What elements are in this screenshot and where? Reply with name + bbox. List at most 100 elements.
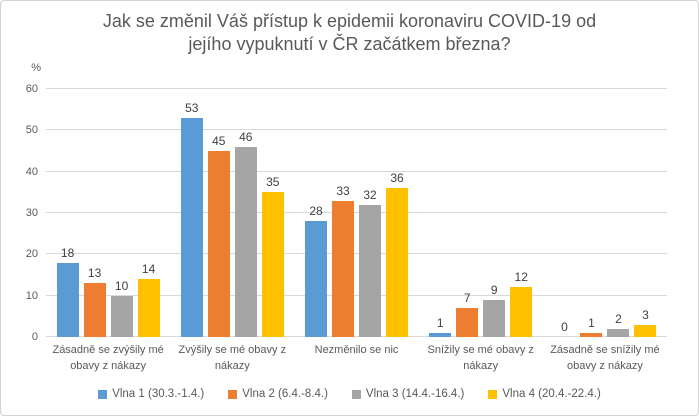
legend-swatch-icon [351,389,361,399]
bar-value-label: 46 [239,129,253,144]
bar [510,287,533,337]
gridline [46,253,667,255]
bar-cell: 2 [607,311,630,337]
bar-value-label: 32 [363,187,377,202]
legend-swatch-icon [488,389,498,399]
bar [305,221,327,337]
bar [429,332,452,337]
gridline [46,129,667,131]
category-label: Snížily se mé obavy z nákazy [427,344,534,372]
category-label: Zásadně se snížily mé obavy z nákazy [550,344,660,372]
bar-value-label: 1 [436,315,444,330]
bar [580,332,603,337]
bar-cell: 0 [553,321,575,337]
bar-value-label: 53 [185,100,199,115]
bar-value-label: 35 [266,175,280,190]
chart-title-line-1: Jak se změnil Váš přístup k epidemii kor… [102,11,597,31]
bar-value-label: 2 [615,311,622,326]
y-tick-label: 10 [25,289,38,302]
bar-cell: 1 [429,315,452,337]
plot-area: 18 13 10 14 53 45 46 35 28 33 32 36 1 7 9 12 0 1 2 3 [46,88,667,337]
legend-item: Vlna 4 (20.4.-22.4.) [488,388,601,400]
y-tick-label: 50 [25,124,38,137]
y-tick-label: 0 [31,331,38,343]
bar-cell: 53 [180,100,203,337]
bar-cell: 1 [580,315,603,337]
bar-value-label: 18 [60,245,75,260]
bar-cell: 45 [207,134,230,337]
bar [607,328,630,337]
bar-group: 53 45 46 35 [170,89,294,337]
bar [110,295,133,337]
gridline [46,212,667,213]
bar [386,188,408,337]
bar [634,324,657,337]
bar-value-label: 36 [390,171,404,186]
bar-value-label: 1 [588,315,595,330]
y-tick-label: 30 [25,207,38,219]
category-label: Zvýšily se mé obavy z nákazy [178,344,287,372]
legend: Vlna 1 (30.3.-1.4.) Vlna 2 (6.4.-8.4.) Vln… [1,388,698,400]
bar [207,151,230,337]
y-axis-tick-labels: 0 10 20 30 40 50 60 [1,83,38,343]
bar [483,299,506,337]
bar-value-label: 3 [642,307,649,322]
bar-cell: 36 [386,172,408,337]
category-label: Nezměnilo se nic [314,344,399,356]
gridline [46,294,667,296]
bar-cell: 14 [137,262,160,337]
bar-cell: 3 [634,307,657,337]
legend-swatch-icon [228,389,238,399]
bar-cell: 10 [110,278,133,337]
chart-title: Jak se změnil Váš přístup k epidemii kor… [1,10,698,56]
bar [83,283,106,337]
gridline [46,170,667,172]
bar-value-label: 12 [514,270,528,285]
bar-value-label: 7 [463,291,471,306]
bar [234,146,257,337]
bar-cell: 12 [510,270,533,337]
legend-item: Vlna 3 (14.4.-16.4.) [351,388,465,400]
bar-value-label: 45 [212,134,226,148]
y-tick-label: 60 [25,83,38,95]
bar-cell: 9 [483,282,506,337]
category-label: Zásadně se zvýšily mé obavy z nákazy [52,344,164,372]
y-tick-label: 20 [25,248,38,261]
bar-value-label: 33 [336,183,350,198]
bar-cell: 7 [456,291,479,337]
bar-group: 18 13 10 14 [46,89,170,337]
bar-cell: 28 [305,205,327,337]
bar-group: 28 33 32 36 [294,89,418,337]
bar [261,192,284,337]
legend-label: Vlna 3 (14.4.-16.4.) [365,388,465,400]
bar-cell: 18 [56,245,79,337]
bar-cell: 33 [332,183,354,337]
gridline [46,336,667,337]
legend-label: Vlna 1 (30.3.-1.4.) [112,388,205,400]
chart-title-line-2: jejího vypuknutí v ČR začátkem března? [188,34,511,54]
legend-item: Vlna 2 (6.4.-8.4.) [228,388,328,400]
bar-value-label: 10 [114,278,129,293]
bar [456,308,479,337]
bar-value-label: 14 [141,262,156,277]
bar-group: 1 7 9 12 [419,89,543,337]
legend-item: Vlna 1 (30.3.-1.4.) [98,388,204,400]
bar-value-label: 13 [87,266,102,281]
bar-value-label: 9 [490,282,498,297]
y-tick-label: 40 [25,165,38,178]
y-axis-unit-label: % [31,62,41,74]
bar [137,279,160,337]
bar-value-label: 28 [309,204,323,219]
bar [180,117,203,337]
bar-cell: 35 [261,175,284,337]
legend-label: Vlna 2 (6.4.-8.4.) [242,388,328,400]
legend-swatch-icon [98,389,108,399]
legend-label: Vlna 4 (20.4.-22.4.) [502,388,601,400]
bar-groups: 18 13 10 14 53 45 46 35 28 33 32 36 1 7 9 12 0 1 2 3 [46,89,667,337]
bar-value-label: 0 [561,320,568,334]
bar [359,204,381,337]
gridline [46,88,667,89]
bar-cell: 13 [83,266,106,337]
bar-cell: 46 [234,129,257,337]
